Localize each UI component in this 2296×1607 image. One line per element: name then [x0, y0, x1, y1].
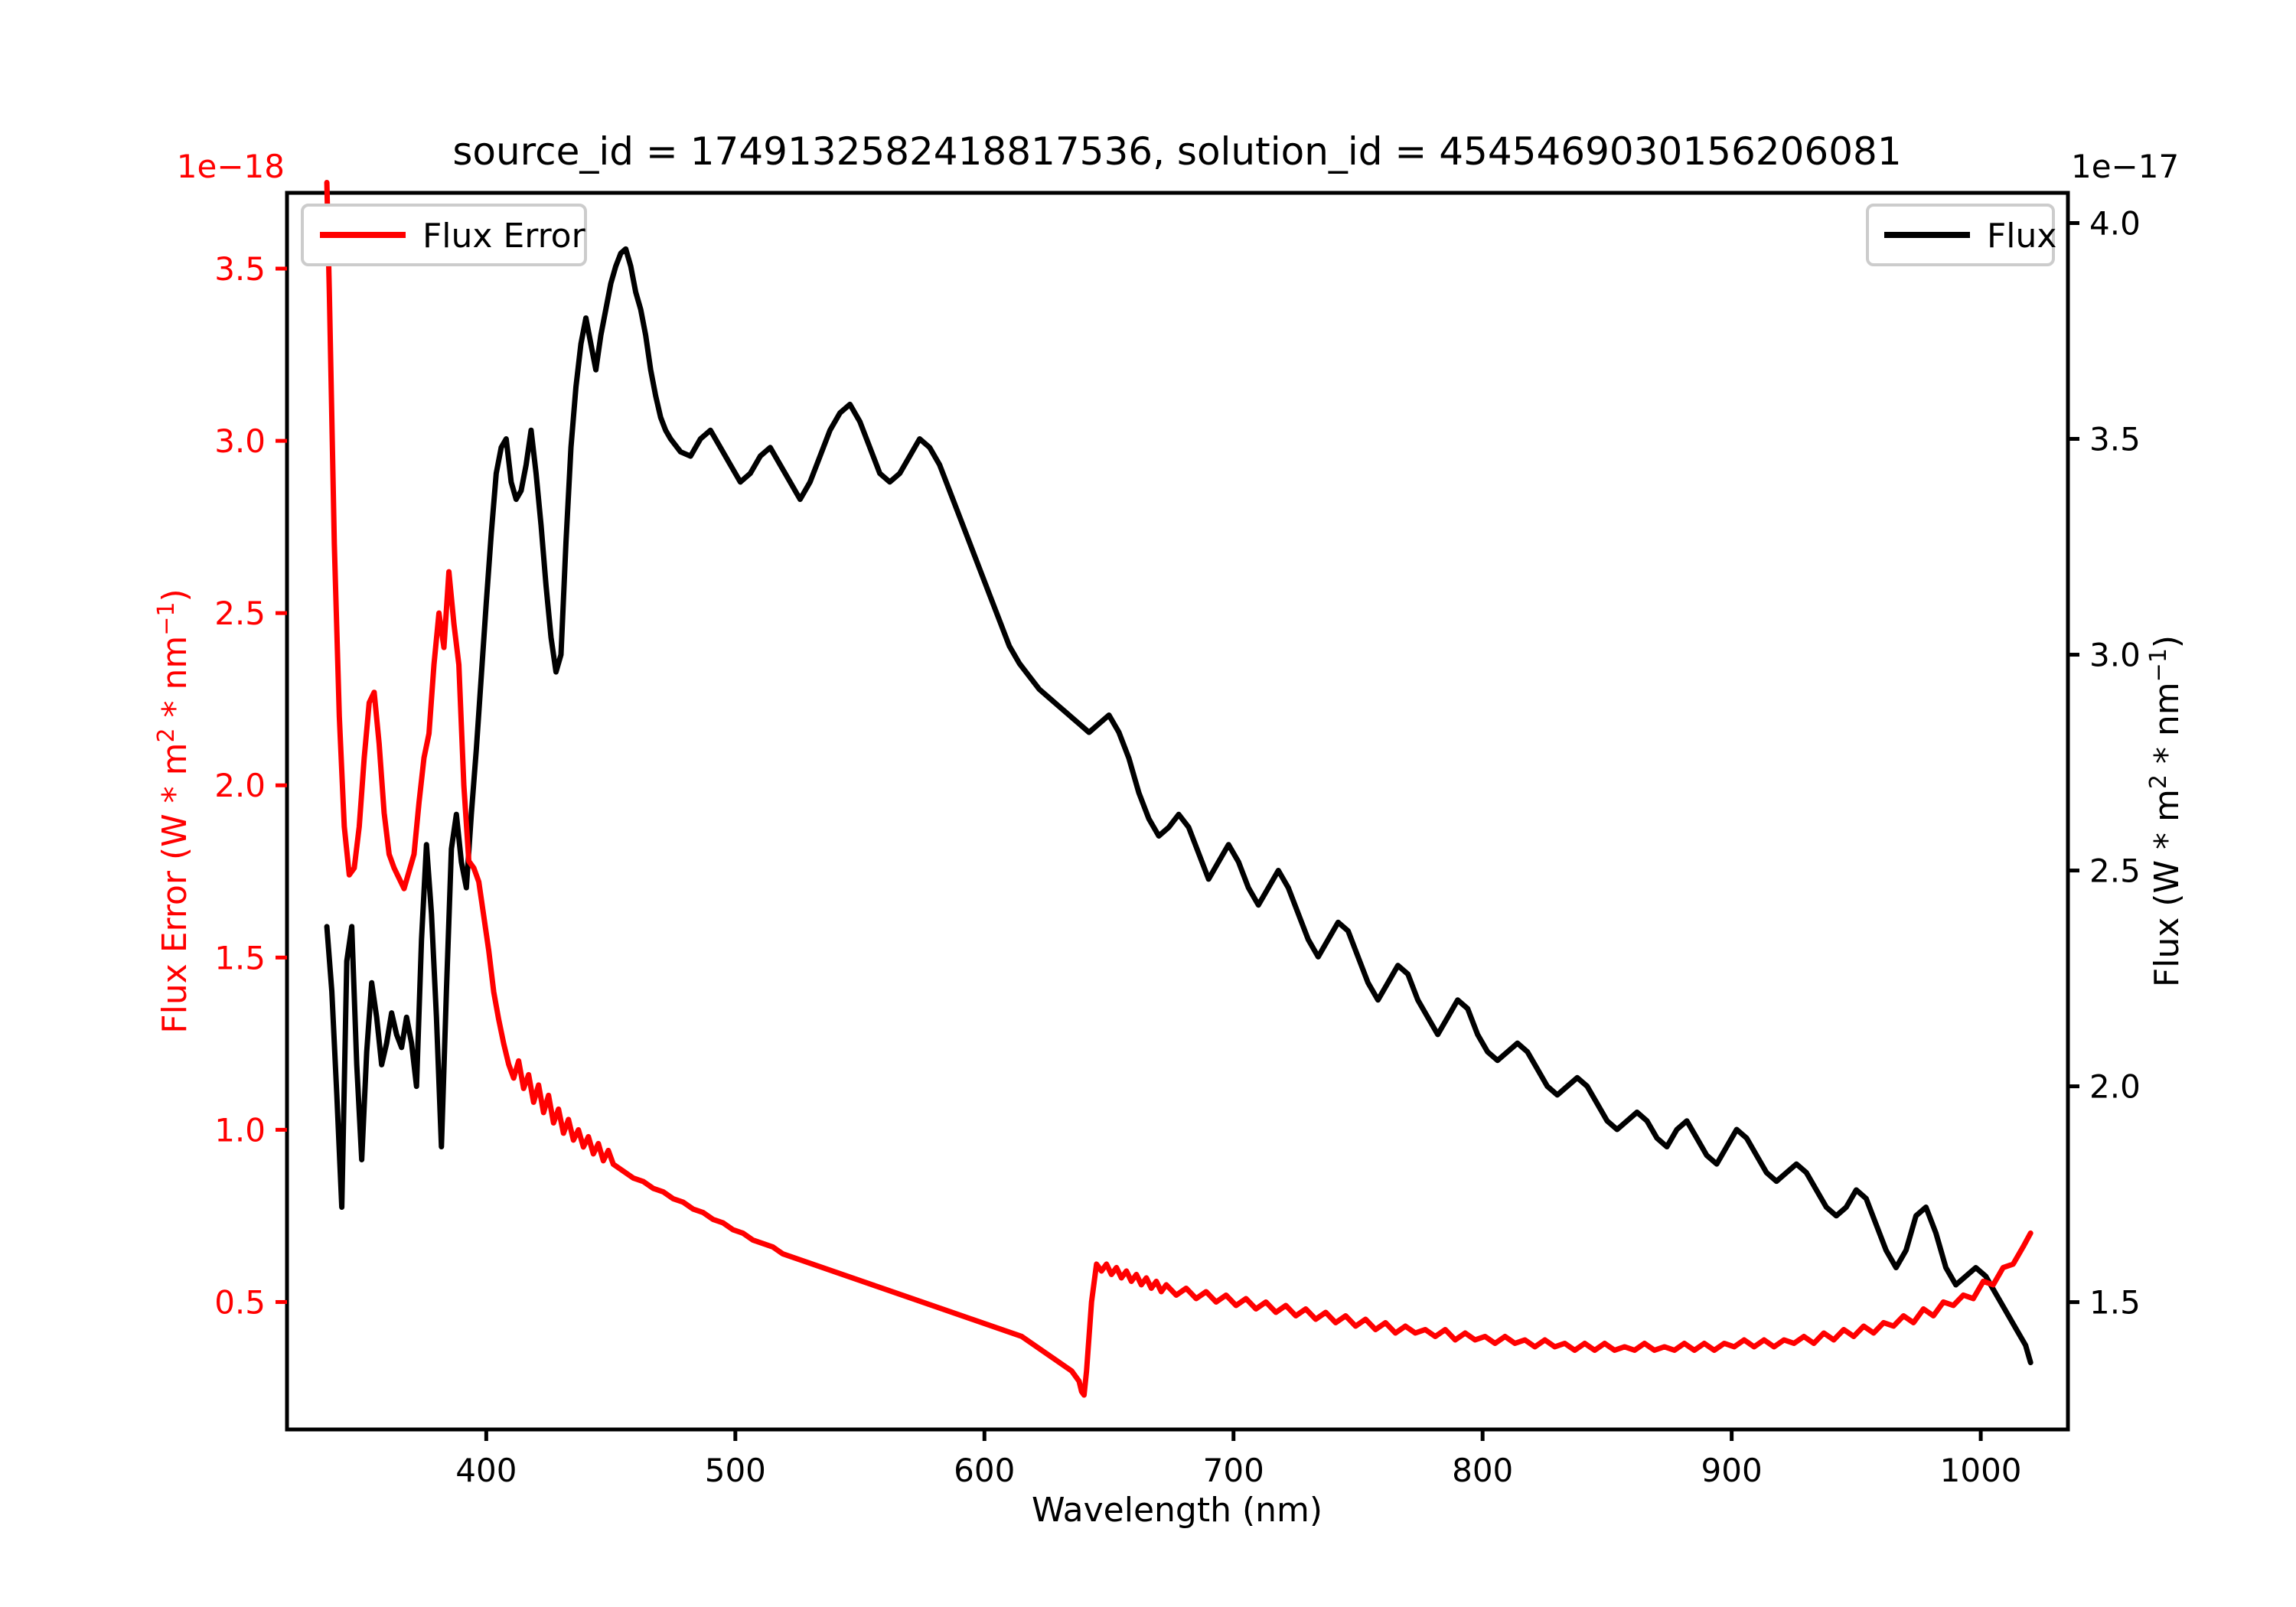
right-y-axis-tick-labels: 1.5 2.0 2.5 3.0 3.5 4.0	[2089, 204, 2141, 1321]
right-axis-offset-text: 1e−17	[2071, 148, 2179, 185]
legend-flux-label: Flux	[1987, 217, 2056, 256]
left-y-axis-tick-labels: 0.5 1.0 1.5 2.0 2.5 3.0 3.5	[214, 250, 266, 1321]
x-axis-label: Wavelength (nm)	[1032, 1491, 1322, 1530]
right-y-tick-label-4.0: 4.0	[2089, 204, 2141, 242]
chart-title: source_id = 1749132582418817536, solutio…	[452, 129, 1901, 174]
right-y-tick-label-3.0: 3.0	[2089, 637, 2141, 674]
legend-flux-error-label: Flux Error	[422, 217, 586, 256]
plot-frame	[285, 191, 2070, 1432]
left-y-tick-label-3.5: 3.5	[214, 250, 266, 288]
left-y-axis-label: Flux Error (W * m2 * nm−1)	[153, 588, 194, 1033]
right-y-axis-ticks	[2068, 220, 2079, 1305]
right-y-tick-label-2.5: 2.5	[2089, 852, 2141, 890]
right-y-axis-label: Flux (W * m2 * nm−1)	[2145, 635, 2187, 987]
left-y-tick-label-1.0: 1.0	[214, 1111, 266, 1149]
left-y-tick-label-0.5: 0.5	[214, 1283, 266, 1321]
left-y-tick-label-1.5: 1.5	[214, 939, 266, 976]
left-y-tick-label-3.0: 3.0	[214, 422, 266, 460]
right-y-tick-label-1.5: 1.5	[2089, 1284, 2141, 1322]
flux-error-curve	[324, 180, 2033, 1398]
right-y-tick-label-2.0: 2.0	[2089, 1068, 2141, 1106]
x-tick-label-400: 400	[455, 1452, 517, 1489]
x-tick-label-700: 700	[1203, 1452, 1264, 1489]
right-y-tick-label-3.5: 3.5	[2089, 421, 2141, 458]
left-y-tick-label-2.0: 2.0	[214, 767, 266, 804]
x-axis-tick-labels: 400 500 600 700 800 900 1000	[455, 1452, 2021, 1489]
left-axis-offset-text: 1e−18	[177, 148, 285, 185]
x-tick-label-1000: 1000	[1940, 1452, 2022, 1489]
x-tick-label-500: 500	[705, 1452, 766, 1489]
left-y-axis-ticks	[276, 266, 287, 1304]
x-axis-ticks	[484, 1429, 1983, 1441]
flux-curve	[324, 246, 2033, 1366]
x-tick-label-800: 800	[1452, 1452, 1513, 1489]
left-y-tick-label-2.5: 2.5	[214, 595, 266, 632]
legend-flux[interactable]: Flux	[1866, 204, 2056, 266]
legend-flux-error-box	[301, 204, 587, 266]
x-tick-label-900: 900	[1701, 1452, 1763, 1489]
x-tick-label-600: 600	[954, 1452, 1015, 1489]
legend-flux-error[interactable]: Flux Error	[301, 204, 587, 266]
